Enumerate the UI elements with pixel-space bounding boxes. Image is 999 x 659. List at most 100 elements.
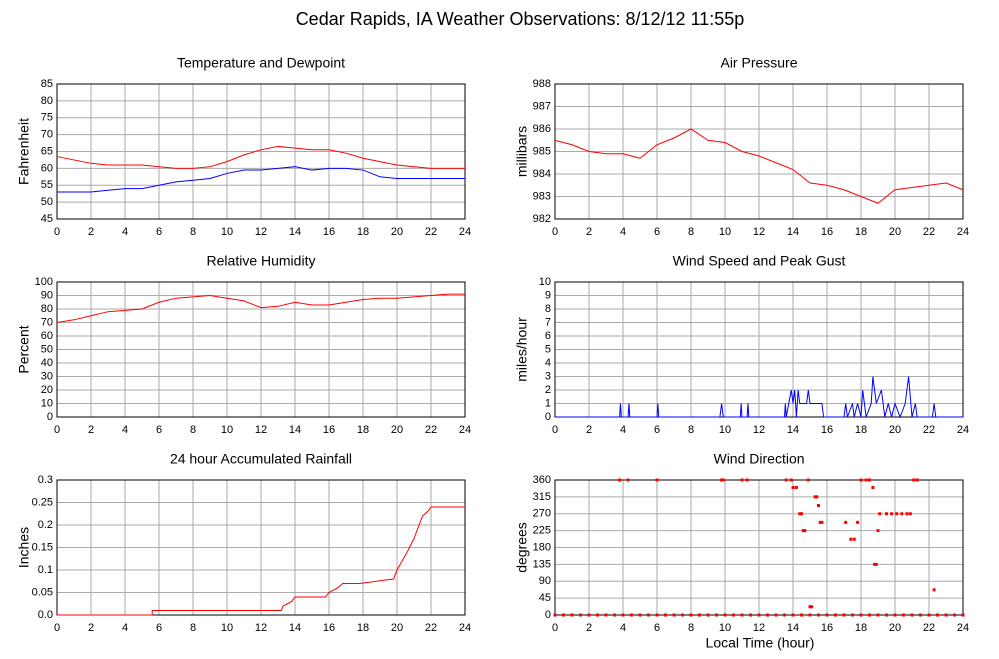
- point: [895, 512, 899, 516]
- point: [721, 478, 725, 482]
- x-tick-label: 20: [889, 226, 901, 238]
- point: [905, 512, 909, 516]
- point: [813, 495, 817, 499]
- x-tick-label: 14: [787, 424, 799, 436]
- point: [864, 478, 868, 482]
- point: [873, 562, 877, 566]
- x-tick-label: 0: [54, 622, 60, 634]
- x-tick-label: 4: [620, 424, 626, 436]
- x-tick-label: 2: [586, 424, 592, 436]
- x-tick-label: 8: [190, 622, 196, 634]
- point: [876, 529, 880, 533]
- point: [655, 613, 659, 617]
- y-tick-label: 45: [41, 213, 53, 225]
- point: [808, 605, 812, 609]
- point: [740, 613, 744, 617]
- x-tick-label: 18: [855, 424, 867, 436]
- x-tick-label: 0: [54, 226, 60, 238]
- plot-frame: [56, 479, 466, 616]
- x-tick-label: 8: [190, 424, 196, 436]
- point: [849, 537, 853, 541]
- point: [720, 478, 724, 482]
- x-tick-label: 10: [719, 622, 731, 634]
- y-axis-label: Percent: [16, 325, 32, 373]
- y-tick-label: 360: [533, 474, 551, 486]
- series-line: [56, 293, 465, 323]
- point: [791, 613, 795, 617]
- point: [732, 613, 735, 617]
- y-tick-label: 10: [41, 397, 53, 409]
- y-tick-label: 0.15: [32, 541, 53, 553]
- x-tick-label: 4: [620, 226, 626, 238]
- y-tick-label: 7: [545, 316, 551, 328]
- y-tick-label: 1: [545, 397, 551, 409]
- point: [871, 486, 875, 489]
- point: [902, 613, 905, 617]
- x-tick-label: 2: [88, 424, 94, 436]
- y-tick-label: 45: [539, 592, 551, 604]
- x-tick-label: 22: [923, 226, 935, 238]
- y-tick-label: 90: [41, 289, 53, 301]
- point: [789, 478, 793, 482]
- x-tick-label: 12: [255, 424, 267, 436]
- x-tick-label: 2: [586, 226, 592, 238]
- point: [893, 613, 897, 617]
- point: [749, 613, 752, 617]
- point: [953, 613, 956, 617]
- point: [852, 537, 856, 541]
- y-tick-label: 5: [545, 343, 551, 355]
- y-tick-label: 55: [41, 179, 53, 191]
- point: [689, 613, 693, 617]
- y-tick-label: 0.3: [38, 474, 53, 486]
- x-tick-label: 4: [122, 424, 128, 436]
- point: [638, 613, 642, 617]
- x-tick-label: 24: [459, 424, 471, 436]
- x-tick-label: 14: [289, 226, 301, 238]
- point: [817, 504, 820, 507]
- y-tick-label: 983: [533, 190, 551, 202]
- y-tick-label: 0: [545, 609, 551, 621]
- series-line: [56, 145, 465, 169]
- point: [655, 478, 659, 482]
- point: [621, 613, 625, 617]
- point: [715, 613, 718, 617]
- point: [961, 613, 965, 617]
- point: [900, 512, 904, 516]
- x-tick-label: 18: [855, 622, 867, 634]
- x-tick-label: 20: [889, 622, 901, 634]
- y-tick-label: 50: [41, 196, 53, 208]
- x-tick-label: 6: [654, 424, 660, 436]
- y-tick-label: 6: [545, 330, 551, 342]
- page-title: Cedar Rapids, IA Weather Observations: 8…: [296, 9, 745, 29]
- y-tick-label: 0.05: [32, 586, 53, 598]
- point: [936, 613, 939, 617]
- y-tick-label: 65: [41, 145, 53, 157]
- y-tick-label: 0.25: [32, 496, 53, 508]
- x-tick-label: 22: [425, 424, 437, 436]
- y-tick-label: 986: [533, 123, 551, 135]
- y-tick-label: 985: [533, 145, 551, 157]
- y-tick-label: 984: [533, 168, 551, 180]
- x-tick-label: 2: [88, 622, 94, 634]
- x-tick-label: 8: [688, 226, 694, 238]
- point: [800, 613, 803, 617]
- point: [825, 613, 829, 617]
- x-tick-label: 18: [357, 622, 369, 634]
- x-tick-label: 4: [620, 622, 626, 634]
- point: [859, 478, 863, 482]
- x-tick-label: 22: [425, 226, 437, 238]
- x-tick-label: 10: [719, 226, 731, 238]
- series-line: [57, 166, 465, 193]
- x-tick-label: 12: [753, 622, 765, 634]
- y-axis-label: degrees: [514, 522, 530, 573]
- point: [910, 613, 914, 617]
- x-tick-label: 16: [821, 226, 833, 238]
- plot-frame: [56, 281, 466, 418]
- panel-title: Wind Speed and Peak Gust: [673, 253, 846, 269]
- panel-title: Air Pressure: [720, 55, 797, 71]
- y-axis-label: millibars: [514, 126, 530, 177]
- point: [808, 613, 812, 617]
- y-tick-label: 2: [545, 384, 551, 396]
- x-tick-label: 8: [190, 226, 196, 238]
